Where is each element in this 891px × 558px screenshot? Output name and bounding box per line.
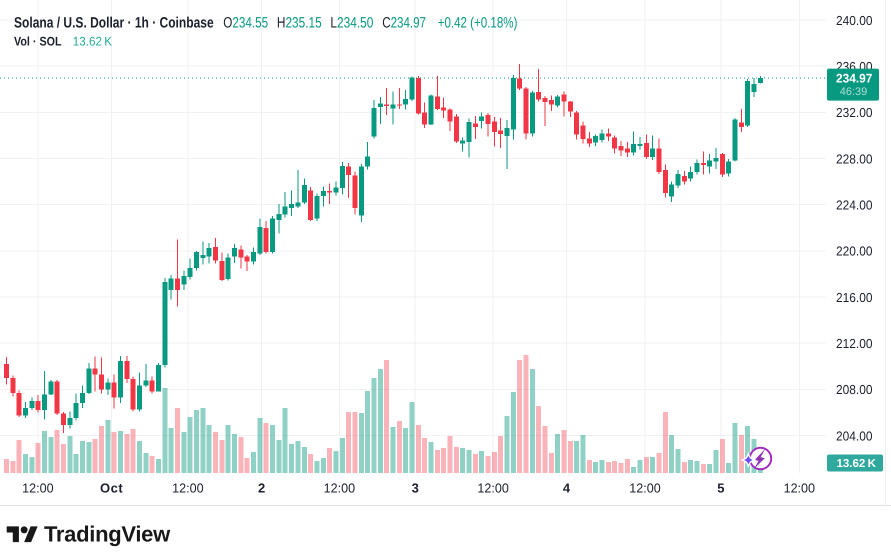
svg-text:TradingView: TradingView [44,522,171,547]
svg-text:240.00: 240.00 [836,13,872,28]
svg-text:H235.15: H235.15 [277,14,322,31]
svg-text:13.62 K: 13.62 K [73,35,113,49]
svg-text:4: 4 [563,480,571,495]
svg-text:Solana / U.S. Dollar · 1h · Co: Solana / U.S. Dollar · 1h · Coinbase [14,14,214,31]
svg-text:O234.55: O234.55 [223,14,268,31]
svg-text:3: 3 [412,480,419,495]
svg-text:228.00: 228.00 [836,151,872,166]
svg-text:5: 5 [717,480,724,495]
svg-text:C234.97: C234.97 [382,14,426,31]
svg-text:234.97: 234.97 [836,71,872,85]
svg-text:12:00: 12:00 [22,480,53,495]
svg-text:46:39: 46:39 [840,86,868,98]
svg-text:2: 2 [258,480,265,495]
svg-text:208.00: 208.00 [836,382,872,397]
svg-text:13.62 K: 13.62 K [837,458,877,470]
svg-text:224.00: 224.00 [836,198,872,213]
svg-text:12:00: 12:00 [324,480,355,495]
svg-text:212.00: 212.00 [836,336,872,351]
svg-text:220.00: 220.00 [836,244,872,259]
svg-text:12:00: 12:00 [784,480,815,495]
svg-text:216.00: 216.00 [836,290,872,305]
svg-text:12:00: 12:00 [477,480,508,495]
svg-text:Oct: Oct [100,480,123,495]
svg-text:12:00: 12:00 [172,480,203,495]
svg-text:+0.42 (+0.18%): +0.42 (+0.18%) [438,14,518,31]
svg-text:232.00: 232.00 [836,105,872,120]
svg-text:204.00: 204.00 [836,428,872,443]
svg-text:L234.50: L234.50 [330,14,373,31]
svg-text:12:00: 12:00 [629,480,660,495]
svg-text:Vol · SOL: Vol · SOL [14,35,62,49]
